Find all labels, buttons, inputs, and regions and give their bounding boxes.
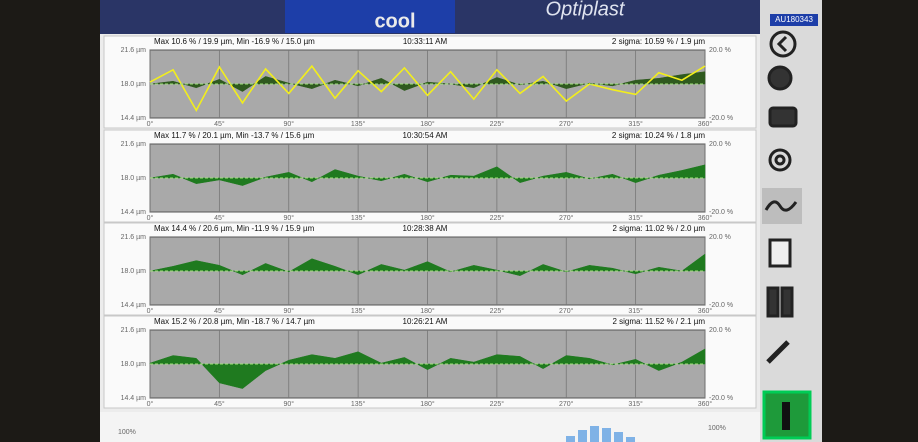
- x-tick-label: 135°: [351, 120, 366, 128]
- x-tick-label: 315°: [628, 214, 643, 222]
- x-tick-label: 225°: [490, 214, 505, 222]
- x-tick-label: 180°: [420, 400, 435, 408]
- bottom-right-label: 100%: [708, 425, 726, 432]
- y2-tick-label: 20.0 %: [709, 234, 731, 241]
- y-tick-label: 14.4 µm: [121, 302, 147, 309]
- y-tick-label: 18.0 µm: [121, 175, 147, 182]
- x-tick-label: 0°: [147, 307, 154, 315]
- x-tick-label: 90°: [283, 214, 294, 222]
- bottom-left-label: 100%: [118, 429, 136, 436]
- chart-title: Max 15.2 % / 20.8 µm, Min -18.7 % / 14.7…: [154, 317, 315, 326]
- x-tick-label: 135°: [351, 214, 366, 222]
- x-tick-label: 90°: [283, 400, 294, 408]
- y-tick-label: 21.6 µm: [121, 47, 147, 54]
- app-title: Optiplast: [546, 0, 626, 20]
- y-tick-label: 14.4 µm: [121, 395, 147, 402]
- y-tick-label: 18.0 µm: [121, 81, 147, 88]
- chart-time: 10:33:11 AM: [403, 37, 448, 46]
- x-tick-label: 90°: [283, 120, 294, 128]
- x-tick-label: 315°: [628, 120, 643, 128]
- y-tick-label: 18.0 µm: [121, 361, 147, 368]
- y2-tick-label: -20.0 %: [709, 395, 733, 402]
- x-tick-label: 315°: [628, 400, 643, 408]
- operator-button[interactable]: [769, 67, 791, 89]
- x-tick-label: 315°: [628, 307, 643, 315]
- y2-tick-label: -20.0 %: [709, 115, 733, 122]
- bottom-panel: [100, 412, 760, 442]
- archive-button-2[interactable]: [782, 288, 792, 316]
- logo: cool: [374, 10, 415, 32]
- x-tick-label: 135°: [351, 307, 366, 315]
- x-tick-label: 225°: [490, 400, 505, 408]
- y2-tick-label: 20.0 %: [709, 141, 731, 148]
- chart-time: 10:28:38 AM: [403, 224, 448, 233]
- y-tick-label: 21.6 µm: [121, 327, 147, 334]
- x-tick-label: 0°: [147, 214, 154, 222]
- y-tick-label: 14.4 µm: [121, 115, 147, 122]
- hist-bar: [578, 430, 587, 442]
- x-tick-label: 135°: [351, 400, 366, 408]
- start-icon: [782, 402, 790, 430]
- y-tick-label: 18.0 µm: [121, 268, 147, 275]
- x-tick-label: 45°: [214, 214, 225, 222]
- x-tick-label: 45°: [214, 400, 225, 408]
- machine-id: AU180343: [775, 15, 813, 24]
- x-tick-label: 45°: [214, 307, 225, 315]
- sigma-label: 2 sigma: 11.02 % / 2.0 µm: [612, 224, 705, 233]
- hist-bar: [602, 428, 611, 442]
- screen: cool Optiplast AU180343 100% 100% 0° 45° 9…: [0, 0, 918, 442]
- chart-title: Max 11.7 % / 20.1 µm, Min -13.7 % / 15.6…: [154, 131, 315, 140]
- logo-box: [285, 0, 455, 33]
- x-tick-label: 180°: [420, 307, 435, 315]
- chart-title: Max 14.4 % / 20.6 µm, Min -11.9 % / 15.9…: [154, 224, 315, 233]
- chart-time: 10:26:21 AM: [403, 317, 448, 326]
- chart-title: Max 10.6 % / 19.9 µm, Min -16.9 % / 15.0…: [154, 37, 315, 46]
- x-tick-label: 0°: [147, 120, 154, 128]
- x-tick-label: 270°: [559, 307, 574, 315]
- x-tick-label: 45°: [214, 120, 225, 128]
- sigma-label: 2 sigma: 11.52 % / 2.1 µm: [612, 317, 705, 326]
- x-tick-label: 270°: [559, 214, 574, 222]
- sigma-label: 2 sigma: 10.59 % / 1.9 µm: [612, 37, 705, 46]
- hist-bar: [566, 436, 575, 442]
- y2-tick-label: -20.0 %: [709, 302, 733, 309]
- hist-bar: [590, 426, 599, 442]
- x-tick-label: 90°: [283, 307, 294, 315]
- report-button[interactable]: [770, 240, 790, 266]
- sigma-label: 2 sigma: 10.24 % / 1.8 µm: [612, 131, 705, 140]
- x-tick-label: 0°: [147, 400, 154, 408]
- hist-bar: [626, 437, 635, 442]
- x-tick-label: 180°: [420, 214, 435, 222]
- x-tick-label: 270°: [559, 120, 574, 128]
- y2-tick-label: 20.0 %: [709, 327, 731, 334]
- y2-tick-label: 20.0 %: [709, 47, 731, 54]
- y-tick-label: 21.6 µm: [121, 141, 147, 148]
- print-button[interactable]: [770, 108, 796, 126]
- y2-tick-label: -20.0 %: [709, 209, 733, 216]
- x-tick-label: 225°: [490, 120, 505, 128]
- x-tick-label: 180°: [420, 120, 435, 128]
- y-tick-label: 14.4 µm: [121, 209, 147, 216]
- chart-time: 10:30:54 AM: [403, 131, 448, 140]
- x-tick-label: 270°: [559, 400, 574, 408]
- y-tick-label: 21.6 µm: [121, 234, 147, 241]
- x-tick-label: 225°: [490, 307, 505, 315]
- hist-bar: [614, 432, 623, 442]
- archive-button[interactable]: [768, 288, 778, 316]
